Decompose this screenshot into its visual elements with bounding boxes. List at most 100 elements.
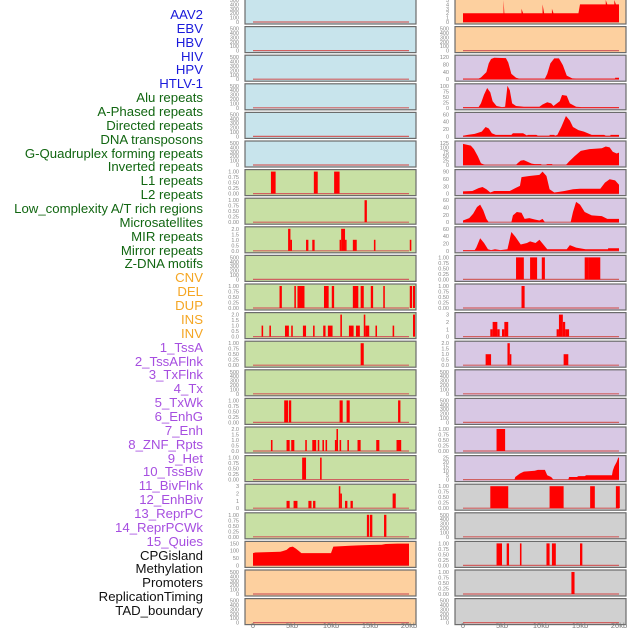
y-tick-label: 0 (446, 77, 449, 83)
signal-bar (519, 543, 522, 566)
y-tick-label: 200 (230, 154, 239, 160)
y-tick-label: 0.5 (441, 358, 449, 364)
signal-bar (352, 286, 359, 308)
signal-bar (373, 239, 376, 251)
signal-bar (497, 329, 500, 337)
y-tick-label: 0 (236, 563, 239, 569)
signal-bar (284, 400, 289, 423)
signal-bar (588, 257, 601, 280)
signal-bar (302, 325, 307, 337)
y-tick-label: 100 (230, 588, 239, 594)
y-tick-label: 200 (230, 68, 239, 74)
y-tick-label: 40 (443, 234, 449, 240)
y-tick-label: 400 (230, 117, 239, 123)
signal-bar (558, 314, 563, 337)
row-label: 11_BivFlnk (138, 478, 203, 494)
y-tick-label: 0.00 (438, 306, 449, 312)
y-tick-label: 0.25 (228, 415, 239, 421)
y-tick-label: 80 (443, 63, 449, 69)
y-tick-label: 2 (446, 11, 449, 17)
x-tick-label: 0 (461, 621, 465, 630)
track-panel (454, 283, 627, 311)
y-tick-label: 0 (236, 106, 239, 112)
y-tick-label: 500 (230, 84, 239, 90)
y-tick-label: 500 (230, 570, 239, 576)
y-tick-label: 0.00 (228, 535, 239, 541)
signal-bar (409, 286, 413, 308)
signal-bar (490, 329, 493, 337)
signal-bar (364, 200, 367, 223)
y-tick-label: 0.75 (438, 576, 449, 582)
y-tick-label: 0.75 (228, 204, 239, 210)
row-label: 8_ZNF_Rpts (128, 436, 203, 452)
y-tick-label: 0.50 (228, 181, 239, 187)
track-panel (454, 26, 627, 54)
y-tick-label: 100 (440, 387, 449, 393)
signal-bar (549, 486, 564, 509)
x-tick-label: 20kb (401, 621, 417, 630)
signal-bar (530, 257, 538, 280)
y-tick-label: 300 (230, 93, 239, 99)
y-tick-label: 500 (230, 141, 239, 147)
row-label: 13_ReprPC (134, 505, 203, 521)
y-tick-label: 100 (230, 616, 239, 622)
y-tick-label: 1.00 (228, 456, 239, 462)
y-tick-label: 0.25 (438, 558, 449, 564)
y-tick-label: 1 (446, 16, 449, 22)
y-tick-label: 0 (446, 478, 449, 484)
signal-bar (509, 354, 512, 366)
y-tick-label: 500 (440, 513, 449, 519)
y-tick-label: 0 (236, 621, 239, 627)
signal-bar (305, 440, 307, 451)
y-tick-label: 200 (440, 526, 449, 532)
row-label: HPV (175, 62, 203, 78)
signal-bar (336, 429, 339, 451)
y-tick-label: 1.0 (231, 324, 239, 330)
y-tick-label: 0 (446, 392, 449, 398)
track-panel (454, 397, 627, 425)
track-panel (454, 312, 627, 340)
y-tick-label: 0.25 (228, 358, 239, 364)
signal-bar (288, 400, 292, 423)
y-tick-label: 500 (230, 370, 239, 376)
y-tick-label: 100 (230, 101, 239, 107)
y-tick-label: 0.5 (231, 329, 239, 335)
row-label: HIV (181, 48, 203, 64)
signal-bar (580, 543, 583, 566)
y-tick-label: 200 (440, 612, 449, 618)
row-label: 5_TxWk (154, 395, 203, 411)
y-tick-label: 0 (236, 20, 239, 26)
track-panel (244, 283, 417, 311)
signal-bar (345, 239, 347, 251)
y-tick-label: 0.75 (438, 547, 449, 553)
row-label: Z-DNA motifs (124, 256, 203, 272)
row-label: 15_Quies (146, 533, 203, 549)
track-panel (244, 169, 417, 197)
signal-bar (339, 400, 343, 423)
signal-bar (334, 171, 340, 194)
signal-bar (502, 329, 505, 337)
y-tick-label: 0.50 (228, 524, 239, 530)
y-tick-label: 0.75 (228, 175, 239, 181)
signal-bar (370, 286, 374, 308)
y-tick-label: 100 (230, 73, 239, 79)
y-tick-label: 0 (236, 49, 239, 55)
y-tick-label: 75 (443, 89, 449, 95)
signal-bar (485, 354, 492, 366)
y-tick-label: 1.00 (438, 284, 449, 290)
y-tick-label: 0.25 (228, 529, 239, 535)
y-tick-label: 0.50 (438, 495, 449, 501)
row-label: 6_EnhG (154, 408, 203, 424)
y-tick-label: 400 (440, 517, 449, 523)
y-tick-label: 0.75 (228, 404, 239, 410)
y-tick-label: 0.00 (438, 563, 449, 569)
y-tick-label: 300 (440, 522, 449, 528)
y-tick-label: 100 (230, 16, 239, 22)
y-tick-label: 400 (440, 374, 449, 380)
signal-bar (496, 543, 502, 566)
y-tick-label: 0 (446, 106, 449, 112)
y-tick-label: 300 (440, 407, 449, 413)
y-tick-label: 150 (230, 541, 239, 547)
y-tick-label: 500 (230, 112, 239, 118)
signal-bar (291, 440, 295, 451)
